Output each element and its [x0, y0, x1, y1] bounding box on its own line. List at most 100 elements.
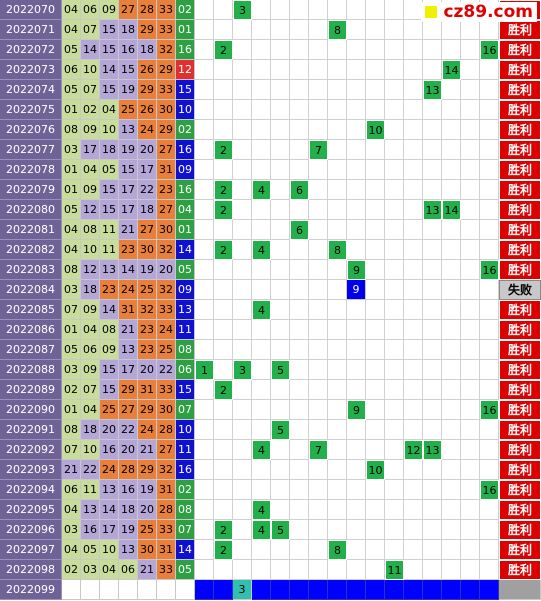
result: 胜利 — [499, 340, 541, 360]
grid-cell — [309, 220, 328, 240]
result: 胜利 — [499, 20, 541, 40]
grid-cell — [290, 280, 309, 300]
hit-mark: 4 — [252, 300, 271, 320]
grid-cell — [385, 80, 404, 100]
red-ball: 31 — [157, 480, 176, 500]
red-ball: 21 — [119, 220, 138, 240]
red-ball — [119, 580, 138, 600]
red-ball: 07 — [81, 80, 100, 100]
grid-cell — [252, 580, 271, 600]
grid-cell — [347, 500, 366, 520]
grid-cell — [195, 280, 214, 300]
red-ball: 15 — [100, 200, 119, 220]
grid-cell — [347, 360, 366, 380]
grid-cell — [290, 320, 309, 340]
grid-cell — [366, 140, 385, 160]
grid-cell — [290, 160, 309, 180]
grid-cell — [461, 500, 480, 520]
blue-ball: 16 — [176, 460, 195, 480]
grid-cell — [347, 440, 366, 460]
grid-cell — [233, 300, 252, 320]
grid-cell — [328, 0, 347, 20]
grid-cell — [442, 220, 461, 240]
issue: 2022073 — [0, 60, 62, 80]
result: 胜利 — [499, 400, 541, 420]
hit-mark: 16 — [480, 480, 499, 500]
grid-cell — [233, 260, 252, 280]
issue: 2022076 — [0, 120, 62, 140]
grid-cell — [271, 60, 290, 80]
grid-cell — [461, 240, 480, 260]
grid-cell — [328, 160, 347, 180]
red-ball: 32 — [157, 280, 176, 300]
red-ball: 09 — [81, 300, 100, 320]
grid-cell — [423, 300, 442, 320]
grid-cell — [290, 300, 309, 320]
red-ball: 01 — [62, 400, 81, 420]
grid-cell — [328, 520, 347, 540]
grid-cell — [423, 320, 442, 340]
grid-cell — [233, 160, 252, 180]
grid-cell — [195, 520, 214, 540]
grid-cell — [195, 0, 214, 20]
grid-cell — [404, 260, 423, 280]
red-ball: 17 — [138, 160, 157, 180]
issue: 2022089 — [0, 380, 62, 400]
grid-cell — [442, 240, 461, 260]
red-ball: 30 — [157, 220, 176, 240]
issue: 2022096 — [0, 520, 62, 540]
grid-cell — [366, 560, 385, 580]
hit-mark: 2 — [214, 520, 233, 540]
red-ball: 08 — [62, 120, 81, 140]
grid-cell — [480, 160, 499, 180]
grid-cell — [347, 460, 366, 480]
hit-mark: 6 — [290, 180, 309, 200]
grid-cell — [385, 240, 404, 260]
red-ball: 13 — [119, 120, 138, 140]
grid-cell — [461, 140, 480, 160]
grid-cell — [461, 580, 480, 600]
red-ball: 04 — [62, 20, 81, 40]
grid-cell — [233, 480, 252, 500]
hit-mark: 10 — [366, 120, 385, 140]
grid-cell — [214, 440, 233, 460]
grid-cell — [461, 460, 480, 480]
red-ball: 28 — [157, 420, 176, 440]
red-ball: 15 — [100, 80, 119, 100]
grid-cell — [442, 360, 461, 380]
grid-cell — [366, 340, 385, 360]
hit-mark: 2 — [214, 40, 233, 60]
grid-cell — [290, 260, 309, 280]
grid-cell — [423, 180, 442, 200]
grid-cell — [271, 20, 290, 40]
grid-cell — [347, 560, 366, 580]
blue-ball: 06 — [176, 360, 195, 380]
grid-cell — [233, 140, 252, 160]
grid-cell — [347, 480, 366, 500]
blue-ball: 13 — [176, 300, 195, 320]
grid-cell — [347, 300, 366, 320]
grid-cell — [214, 480, 233, 500]
grid-cell — [461, 280, 480, 300]
grid-cell — [271, 320, 290, 340]
hit-mark: 9 — [347, 260, 366, 280]
hit-mark: 4 — [252, 500, 271, 520]
result: 胜利 — [499, 460, 541, 480]
grid-cell — [195, 180, 214, 200]
grid-cell — [290, 540, 309, 560]
grid-cell — [252, 0, 271, 20]
grid-cell — [442, 440, 461, 460]
hit-mark: 8 — [328, 240, 347, 260]
grid-cell — [366, 80, 385, 100]
red-ball: 33 — [157, 0, 176, 20]
blue-ball: 04 — [176, 200, 195, 220]
grid-cell — [461, 220, 480, 240]
grid-cell — [252, 480, 271, 500]
grid-cell — [214, 300, 233, 320]
grid-cell — [290, 500, 309, 520]
hit-mark: 4 — [252, 440, 271, 460]
grid-cell — [214, 100, 233, 120]
grid-cell — [214, 80, 233, 100]
grid-cell — [442, 480, 461, 500]
grid-cell — [423, 380, 442, 400]
